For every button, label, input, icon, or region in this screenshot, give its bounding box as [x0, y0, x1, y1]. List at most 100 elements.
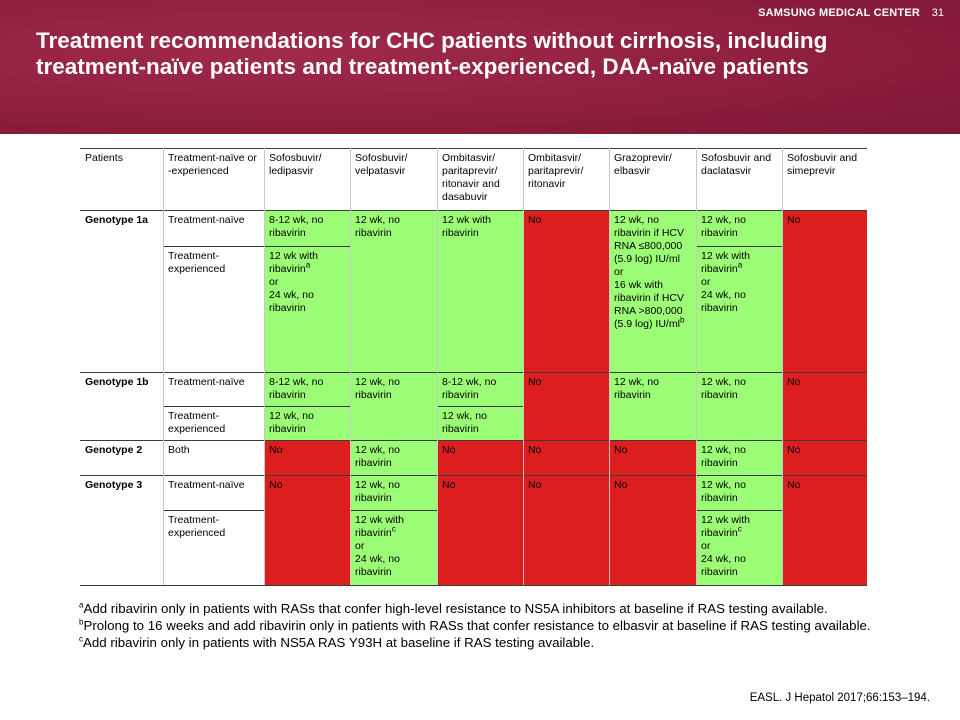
footnote-c-ref: c	[737, 524, 742, 534]
subrow-divider	[163, 510, 264, 511]
genotype-3-label: Genotype 3	[85, 479, 143, 491]
g3-experienced-label: Treatment-experienced	[168, 514, 226, 539]
footnote-a-ref: a	[305, 260, 311, 270]
footnote-a-text: Add ribavirin only in patients with RASs…	[83, 601, 828, 616]
g2-gra-elb: No	[609, 440, 696, 475]
subrow-divider	[696, 246, 782, 247]
header-sofosbuvir-ledipasvir: Sofosbuvir/ ledipasvir	[269, 152, 322, 177]
row-divider	[80, 372, 867, 373]
g1b-omb-rit: No	[523, 372, 609, 440]
treatment-table: Patients Treatment-naïve or -experienced…	[80, 148, 867, 586]
g1b-experienced-label: Treatment-experienced	[168, 410, 226, 435]
footnote-b-ref: b	[679, 315, 685, 325]
header-patients: Patients	[85, 152, 123, 164]
title-banner: SAMSUNG MEDICAL CENTER 31 Treatment reco…	[0, 0, 960, 134]
footnotes: aAdd ribavirin only in patients with RAS…	[79, 600, 949, 651]
g1b-naive-label: Treatment-naïve	[168, 376, 245, 388]
page-number: 31	[931, 7, 944, 19]
footnote-b: bProlong to 16 weeks and add ribavirin o…	[79, 617, 949, 634]
g3-naive-sof-dac: 12 wk, no ribavirin	[696, 475, 782, 510]
g1b-naive-omb-das: 8-12 wk, no ribavirin	[437, 372, 523, 406]
citation: EASL. J Hepatol 2017;66:153–194.	[749, 692, 930, 704]
g1a-gra-elb-line3: 16 wk with ribavirin if HCV RNA >800,000…	[614, 279, 685, 330]
footnote-c-ref: c	[391, 524, 396, 534]
g2-omb-rit: No	[523, 440, 609, 475]
g3-exp-sof-dac: 12 wk with ribavirinc or 24 wk, no ribav…	[696, 510, 782, 585]
g3-exp-sof-vel-or: or	[355, 540, 365, 552]
g1b-exp-omb-das: 12 wk, no ribavirin	[437, 406, 523, 440]
header-sofosbuvir-simeprevir: Sofosbuvir and simeprevir	[787, 152, 858, 177]
footnote-b-mark: b	[79, 617, 84, 627]
g1a-exp-sof-dac: 12 wk with ribavirina or 24 wk, no ribav…	[696, 246, 782, 372]
footnote-c-mark: c	[79, 634, 83, 644]
g1a-naive-sof-dac: 12 wk, no ribavirin	[696, 210, 782, 246]
g1b-gra-elb: 12 wk, no ribavirin	[609, 372, 696, 440]
g1b-sof-sim: No	[782, 372, 867, 440]
g3-exp-sof-vel-line1: 12 wk with ribavirin	[355, 514, 405, 539]
header-grazoprevir-elbasvir: Grazoprevir/ elbasvir	[614, 152, 672, 177]
g1a-omb-rit: No	[523, 210, 609, 372]
g1a-naive-sof-led: 8-12 wk, no ribavirin	[264, 210, 350, 246]
g1a-exp-sof-led-or: or	[269, 276, 279, 288]
g3-exp-sof-dac-line1: 12 wk with ribavirin	[701, 514, 751, 539]
footnote-a-mark: a	[79, 600, 84, 610]
g3-omb-das: No	[437, 475, 523, 585]
g1b-sof-vel: 12 wk, no ribavirin	[350, 372, 437, 440]
genotype-1a-label: Genotype 1a	[85, 214, 149, 226]
g1a-exp-sof-led-line1: 12 wk with ribavirin	[269, 250, 319, 275]
footnote-a: aAdd ribavirin only in patients with RAS…	[79, 600, 949, 617]
g1a-experienced-label: Treatment-experienced	[168, 250, 226, 275]
subrow-divider	[163, 246, 264, 247]
column-divider	[264, 148, 265, 585]
row-divider	[80, 210, 867, 211]
header-treatment-status: Treatment-naïve or -experienced	[168, 152, 257, 177]
g1b-sof-dac: 12 wk, no ribavirin	[696, 372, 782, 440]
header-sofosbuvir-velpatasvir: Sofosbuvir/ velpatasvir	[355, 152, 408, 177]
g1a-sof-sim: No	[782, 210, 867, 372]
g3-naive-label: Treatment-naïve	[168, 479, 245, 491]
genotype-2-label: Genotype 2	[85, 444, 143, 456]
subrow-divider	[350, 510, 437, 511]
footnote-c: cAdd ribavirin only in patients with NS5…	[79, 634, 949, 651]
g3-sof-sim: No	[782, 475, 867, 585]
g3-sof-led: No	[264, 475, 350, 585]
g2-sof-sim: No	[782, 440, 867, 475]
g2-sof-dac: 12 wk, no ribavirin	[696, 440, 782, 475]
brand-name: SAMSUNG MEDICAL CENTER	[758, 7, 920, 19]
table-top-border	[80, 148, 867, 149]
g1a-gra-elb-or: or	[614, 266, 624, 278]
g3-gra-elb: No	[609, 475, 696, 585]
g1a-exp-sof-led: 12 wk with ribavirina or 24 wk, no ribav…	[264, 246, 350, 372]
g2-status-label: Both	[168, 444, 190, 456]
g1a-exp-sof-dac-or: or	[701, 276, 711, 288]
table-bottom-border	[80, 585, 867, 586]
column-divider	[437, 148, 438, 585]
g1a-omb-das: 12 wk with ribavirin	[437, 210, 523, 372]
g1a-naive-label: Treatment-naïve	[168, 214, 245, 226]
g2-sof-led: No	[264, 440, 350, 475]
g1b-naive-sof-led: 8-12 wk, no ribavirin	[264, 372, 350, 406]
g1a-exp-sof-dac-line1: 12 wk with ribavirin	[701, 250, 751, 275]
column-divider	[163, 148, 164, 585]
g1-sof-vel: 12 wk, no ribavirin	[350, 210, 437, 372]
column-divider	[609, 148, 610, 585]
g2-sof-vel: 12 wk, no ribavirin	[350, 440, 437, 475]
footnote-b-text: Prolong to 16 weeks and add ribavirin on…	[83, 618, 871, 633]
g1a-gra-elb-line1: 12 wk, no ribavirin if HCV RNA ≤800,000 …	[614, 214, 685, 265]
header-sofosbuvir-daclatasvir: Sofosbuvir and daclatasvir	[701, 152, 772, 177]
g3-exp-sof-dac-or: or	[701, 540, 711, 552]
footnote-a-ref: a	[737, 260, 743, 270]
subrow-divider	[437, 406, 523, 407]
column-divider	[782, 148, 783, 585]
g1a-exp-sof-dac-line3: 24 wk, no ribavirin	[701, 289, 746, 314]
g3-exp-sof-dac-line3: 24 wk, no ribavirin	[701, 553, 746, 578]
column-divider	[523, 148, 524, 585]
g3-naive-sof-vel: 12 wk, no ribavirin	[350, 475, 437, 510]
subrow-divider	[264, 246, 350, 247]
g1a-exp-sof-led-line3: 24 wk, no ribavirin	[269, 289, 314, 314]
row-divider	[80, 440, 867, 441]
genotype-1b-label: Genotype 1b	[85, 376, 149, 388]
column-divider	[350, 148, 351, 585]
footnote-c-text: Add ribavirin only in patients with NS5A…	[83, 635, 595, 650]
subrow-divider	[696, 510, 782, 511]
